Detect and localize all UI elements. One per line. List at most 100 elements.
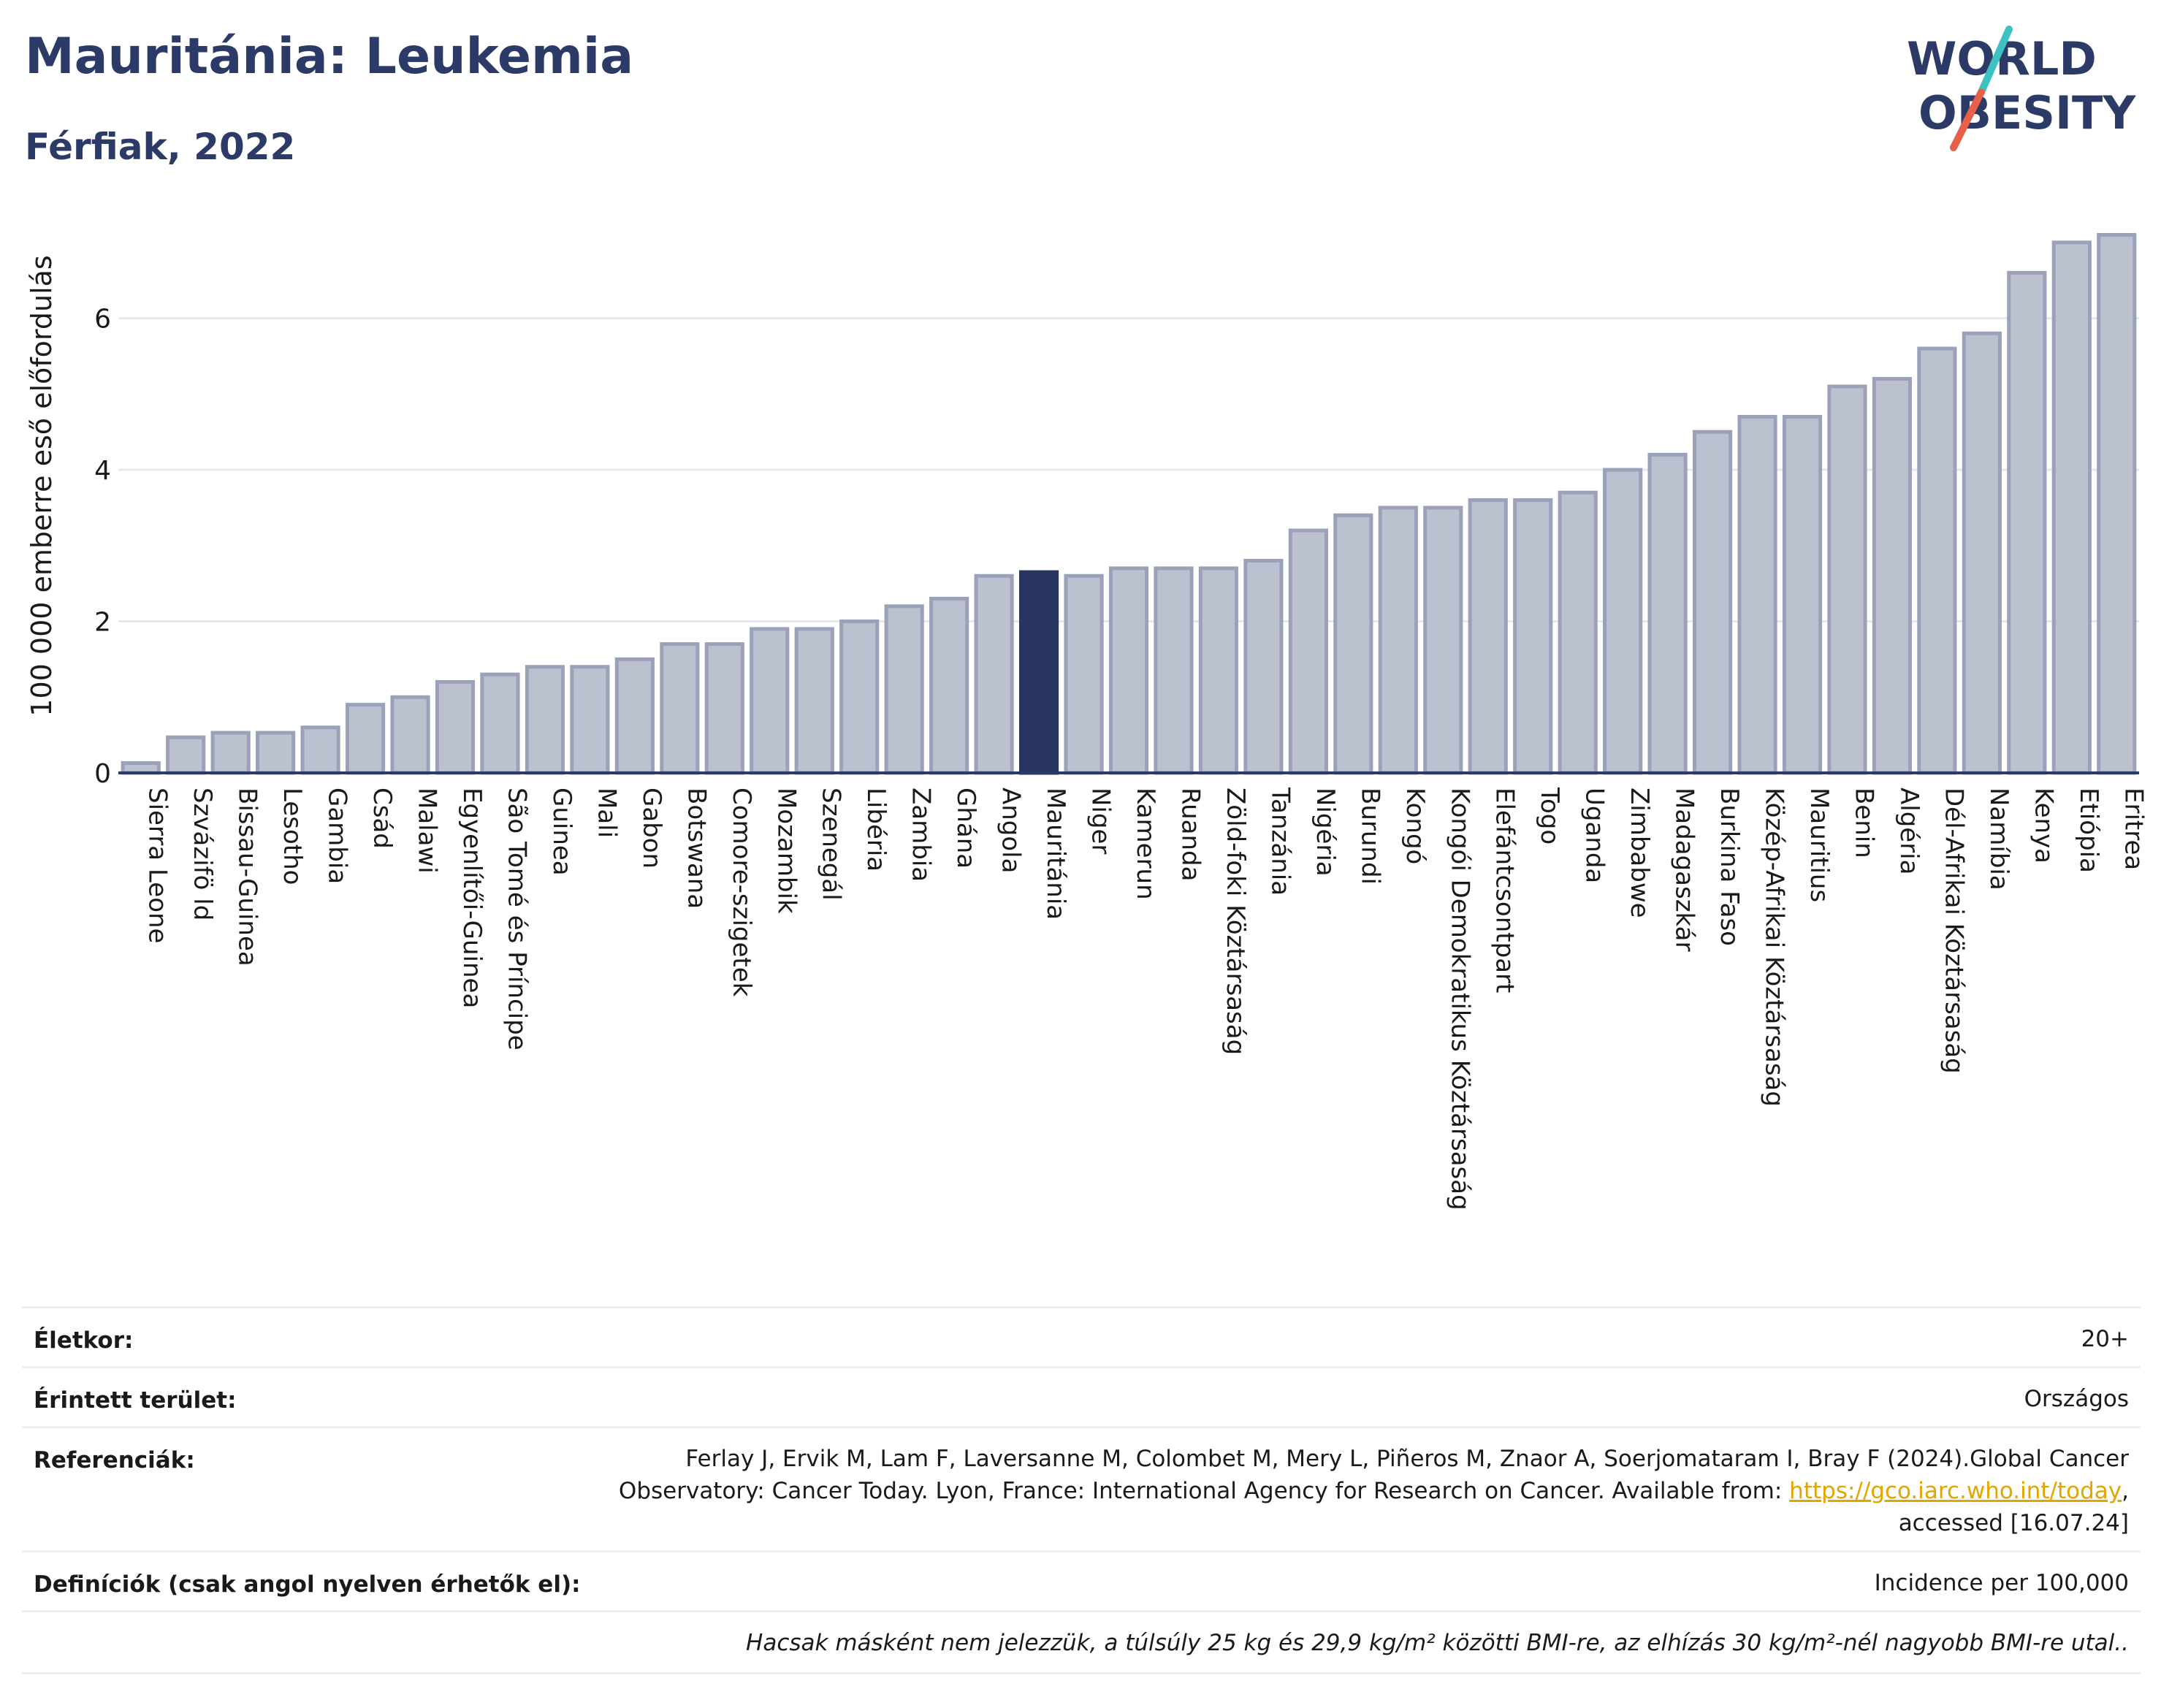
x-tick-label: Malawi [413,788,442,874]
bar-29 [1378,506,1418,775]
x-tick-label: Tanzánia [1265,787,1295,896]
info-row-references: Referenciák: Ferlay J, Ervik M, Lam F, L… [22,1426,2141,1551]
bar-28 [1333,513,1373,775]
x-tick-label: Ruanda [1175,788,1205,881]
logo-text-obesity: OBESITY [1918,86,2136,140]
info-row-note: Hacsak másként nem jelezzük, a túlsúly 2… [22,1610,2141,1674]
bar-5 [300,725,340,775]
bar-23 [1108,566,1149,775]
info-row-definitions: Definíciók (csak angol nyelven érhetők e… [22,1550,2141,1611]
bar-45 [2097,232,2137,775]
x-tick-label: Sierra Leone [143,788,172,943]
area-value: Országos [2024,1386,2129,1412]
bar-7 [390,695,430,775]
x-tick-label: Zöld-foki Köztársaság [1221,788,1250,1055]
definitions-label: Definíciók (csak angol nyelven érhetők e… [34,1571,581,1598]
x-tick-label: Burkina Faso [1715,788,1744,946]
y-axis-label: 100 000 emberre eső előfordulás [26,255,58,716]
page-subtitle: Férfiak, 2022 [25,126,296,168]
x-tick-label: Nigéria [1311,788,1340,877]
bar-16 [794,627,834,775]
x-tick-label: Egyenlítői-Guinea [457,788,487,1008]
logo-slash-coral [1950,88,1985,151]
y-tick-label: 4 [94,456,111,486]
x-tick-label: Közép-Afrikai Köztársaság [1760,788,1789,1107]
x-tick-label: Guinea [547,788,576,876]
bar-18 [884,604,924,775]
x-tick-label: Kenya [2029,788,2058,863]
bar-9 [480,672,520,775]
bar-37 [1737,414,1777,775]
x-tick-label: Niger [1086,788,1116,854]
x-tick-label: Csád [367,788,397,849]
references-label: Referenciák: [34,1447,195,1473]
bar-34 [1603,468,1643,775]
x-tick-label: Botswana [682,788,711,909]
reference-link[interactable]: https://gco.iarc.who.int/today [1789,1478,2122,1504]
bar-4 [256,731,296,775]
y-tick-labels: 0 2 4 6 [94,305,111,789]
y-tick-label: 0 [94,759,111,789]
x-tick-label: Etiópia [2074,788,2103,873]
logo-slash-teal [1978,26,2013,96]
x-tick-label: Kongói Demokratikus Köztársaság [1445,788,1474,1211]
bar-20 [974,573,1014,775]
bar-41 [1917,346,1957,775]
x-tick-label: Gambia [323,788,352,884]
x-tick-labels: Sierra Leone Szvázifö ld Bissau-Guinea Leso… [143,787,2149,1211]
bar-chart: Sierra Leone Szvázifö ld Bissau-Guinea Leso… [26,232,2149,1211]
bar-15 [750,627,790,775]
bar-31 [1468,498,1508,775]
bar-12 [614,657,655,775]
bar-33 [1558,490,1598,775]
bar-10 [525,665,565,775]
bar-27 [1288,528,1328,775]
bar-19 [929,596,969,775]
bar-21 [1018,570,1059,775]
info-row-area: Érintett terület: Országos [22,1366,2141,1427]
reference-line-2: Observatory: Cancer Today. Lyon, France:… [619,1475,2129,1507]
x-tick-label: Bissau-Guinea [233,788,262,967]
x-tick-label: Mauritánia [1041,788,1070,920]
x-tick-label: Libéria [861,788,891,872]
x-tick-label: Uganda [1580,788,1609,883]
bar-3 [210,731,251,775]
age-value: 20+ [2081,1326,2129,1352]
x-tick-label: Kongó [1400,788,1430,864]
bar-40 [1872,377,1913,775]
bars-layer [118,232,2139,775]
bar-36 [1692,430,1733,775]
x-tick-label: Namíbia [1984,788,2013,891]
bar-38 [1782,414,1823,775]
x-tick-label: Zimbabwe [1625,788,1654,918]
y-tick-label: 2 [94,608,111,638]
bar-13 [660,642,700,775]
x-tick-label: Dél-Afrikai Köztársaság [1939,788,1968,1074]
bar-11 [570,665,610,775]
reference-line-3: accessed [16.07.24] [1898,1510,2129,1536]
bar-14 [704,642,744,775]
bar-32 [1513,498,1553,775]
bar-2 [166,735,206,775]
x-tick-label: Lesotho [278,788,307,885]
page-title: Mauritánia: Leukemia [25,28,634,85]
x-tick-label: Angola [996,788,1026,873]
reference-line-2-text: Observatory: Cancer Today. Lyon, France:… [618,1478,1790,1504]
reference-line-1: Ferlay J, Ervik M, Lam F, Laversanne M, … [685,1446,2129,1472]
x-tick-label: Szenegál [817,788,846,901]
bar-30 [1423,506,1463,775]
age-label: Életkor: [34,1327,134,1354]
bar-26 [1243,559,1284,775]
x-tick-label: Mali [592,788,621,838]
info-row-age: Életkor: 20+ [22,1306,2141,1367]
bar-43 [2007,270,2047,775]
x-tick-label: Kamerun [1131,788,1160,900]
bmi-note: Hacsak másként nem jelezzük, a túlsúly 2… [746,1630,2129,1656]
reference-line-2-end: , [2122,1478,2129,1504]
x-tick-label: Burundi [1355,788,1384,885]
references-value: Ferlay J, Ervik M, Lam F, Laversanne M, … [619,1443,2129,1539]
x-tick-label: Mozambik [771,788,801,914]
y-tick-label: 6 [94,305,111,335]
x-tick-label: Zambia [907,788,936,882]
x-tick-label: Mauritius [1804,788,1834,902]
